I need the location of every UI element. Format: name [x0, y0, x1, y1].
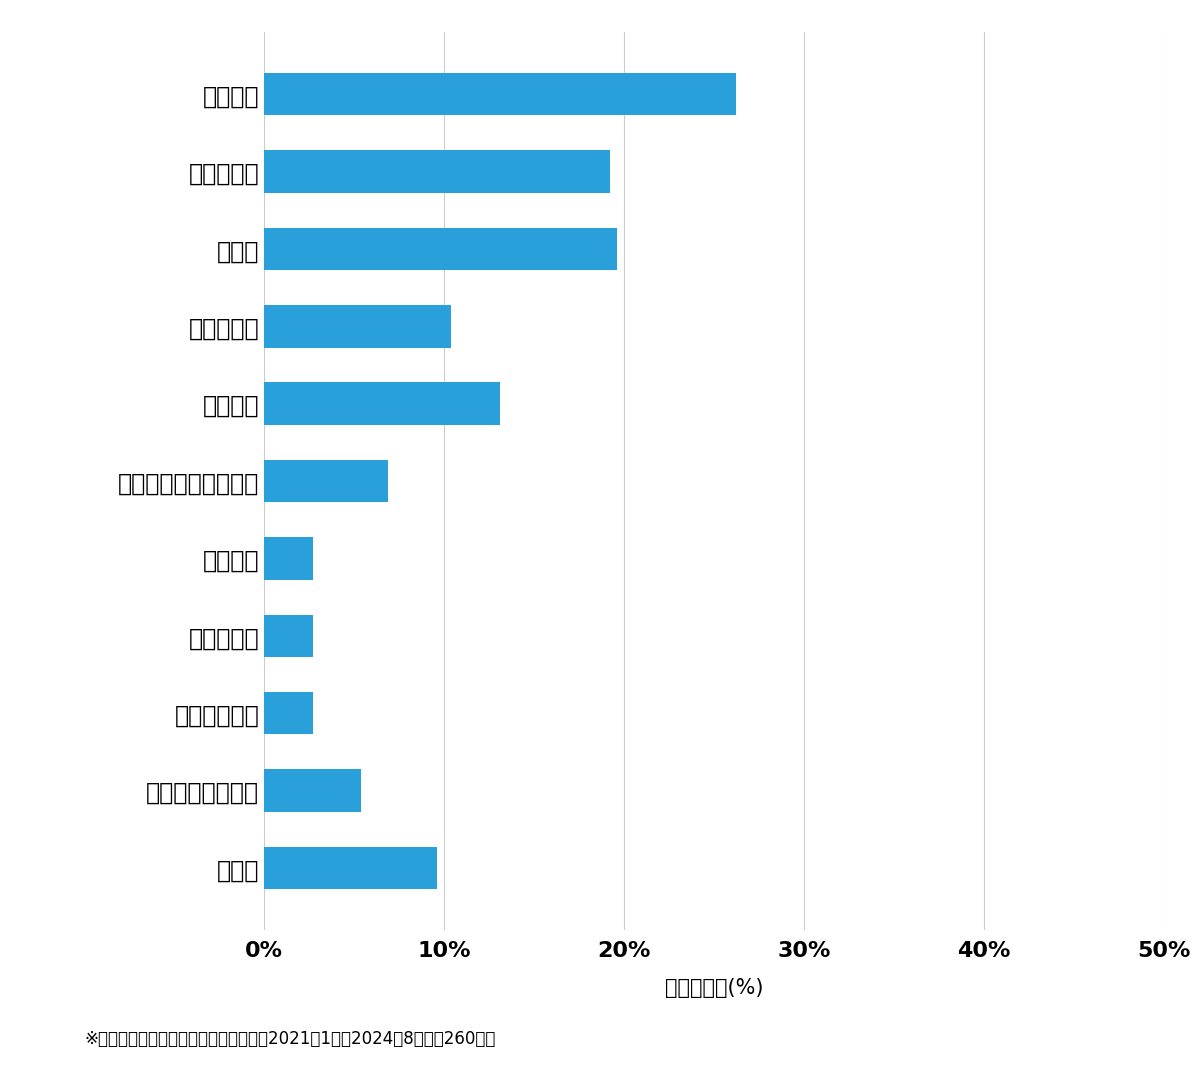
Bar: [264, 847, 437, 889]
Bar: [264, 537, 312, 579]
Bar: [264, 228, 617, 270]
Bar: [264, 460, 389, 502]
Bar: [264, 615, 312, 657]
Bar: [264, 383, 499, 425]
Bar: [264, 73, 736, 115]
Text: ※弊社受付の案件を対象に集計（期間：2021年1月～2024年8月、誈260件）: ※弊社受付の案件を対象に集計（期間：2021年1月～2024年8月、誈260件）: [84, 1029, 496, 1048]
Bar: [264, 770, 361, 811]
Bar: [264, 305, 451, 347]
X-axis label: 件数の割合(%): 件数の割合(%): [665, 978, 763, 997]
Bar: [264, 151, 610, 192]
Bar: [264, 692, 312, 734]
